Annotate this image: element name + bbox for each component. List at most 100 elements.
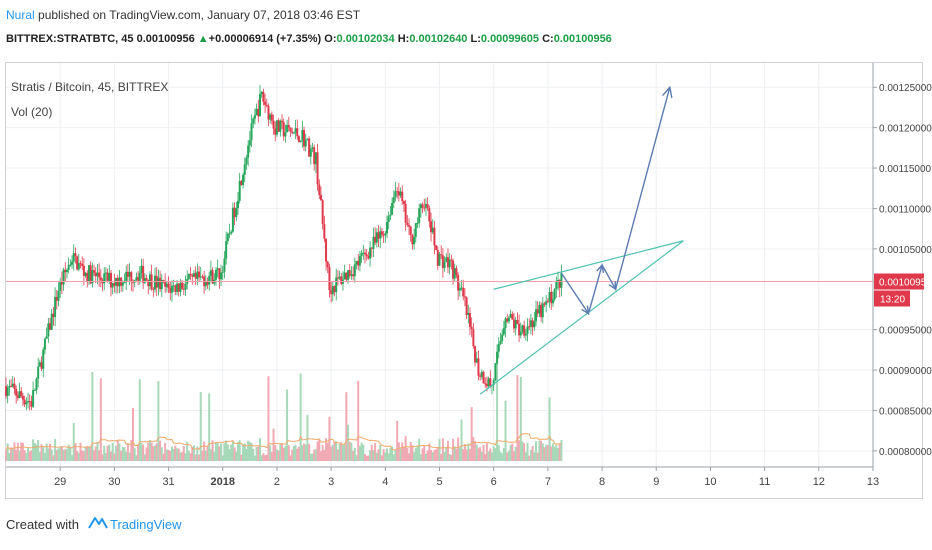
candle-body: [45, 336, 48, 339]
volume-bar: [238, 440, 241, 461]
volume-bar: [125, 451, 128, 461]
volume-bar: [323, 449, 326, 461]
candle-body: [264, 101, 267, 105]
candle-body: [137, 277, 140, 281]
author-link[interactable]: Nural: [6, 8, 35, 22]
volume-bar: [519, 377, 522, 461]
price-chart[interactable]: 0.00125000 0.00120000 0.00115000 0.00110000…: [0, 0, 932, 500]
candle-body: [529, 320, 532, 327]
candle-body: [494, 363, 497, 381]
candle-body: [65, 269, 68, 273]
candle-body: [235, 208, 238, 218]
candle-body: [430, 221, 433, 233]
candle-body: [296, 128, 299, 137]
candle-body: [172, 285, 175, 287]
candle-body: [502, 328, 505, 335]
drawings: [479, 85, 684, 395]
candle-body: [418, 208, 421, 223]
volume-bar: [448, 454, 451, 461]
volume-ma-path: [5, 433, 562, 451]
candle-body: [384, 233, 387, 236]
price-tick-label: 0.00120000: [879, 124, 932, 135]
price-tick-label: 0.00090000: [879, 366, 932, 377]
volume-bar: [247, 440, 250, 461]
candle-body: [309, 148, 312, 157]
volume-bar: [33, 442, 36, 461]
volume-bar: [74, 443, 77, 461]
volume-bar: [504, 400, 507, 461]
chart-header: Nural published on TradingView.com, Janu…: [0, 0, 932, 60]
candle-body: [189, 273, 192, 276]
legend-volume[interactable]: Vol (20): [11, 105, 53, 119]
candle-body: [555, 281, 558, 289]
candle-body: [397, 191, 400, 196]
tradingview-brand[interactable]: TradingView: [110, 517, 182, 532]
candle-body: [162, 280, 165, 282]
arrowhead-icon: [608, 281, 617, 291]
high-value: 0.00102640: [409, 33, 468, 45]
volume-bar: [15, 449, 18, 461]
candle-body: [211, 270, 214, 284]
time-tick-label: 8: [599, 476, 605, 488]
volume-bar: [187, 450, 190, 461]
price-tick-label: 0.00125000: [879, 83, 932, 94]
candle-body: [277, 120, 280, 132]
volume-bar: [130, 440, 133, 461]
candle-body: [84, 272, 87, 276]
volume-bar: [257, 446, 260, 461]
candle-body: [196, 271, 199, 279]
volume-bar: [438, 439, 441, 461]
candle-body: [369, 247, 372, 259]
volume-bar: [347, 424, 350, 461]
candle-body: [201, 276, 204, 278]
time-tick-label: 29: [54, 476, 66, 488]
volume-bar: [472, 437, 475, 461]
time-tick-label: 7: [545, 476, 551, 488]
candle-body: [377, 232, 380, 239]
candle-body: [350, 274, 353, 276]
volume-bar: [145, 447, 148, 461]
candle-body: [521, 325, 524, 332]
volume-bar: [487, 451, 490, 461]
candle-body: [62, 269, 65, 285]
candle-body: [468, 313, 471, 327]
legend-symbol[interactable]: Stratis / Bitcoin, 45, BITTREX: [11, 80, 169, 94]
symbol-interval: BITTREX:STRATBTC, 45: [6, 33, 134, 45]
volume-bar: [262, 453, 265, 461]
volume-bar: [311, 453, 314, 461]
volume-bar: [369, 450, 372, 461]
volume-bar: [208, 393, 211, 461]
candle-body: [294, 128, 297, 133]
candle-body: [279, 120, 282, 132]
candle-body: [223, 258, 226, 272]
volume-bar: [6, 443, 9, 461]
candle-body: [338, 276, 341, 279]
candle-body: [448, 259, 451, 268]
candle-body: [477, 358, 480, 376]
candle-body: [199, 276, 202, 278]
volume-bar: [479, 447, 482, 461]
candle-body: [497, 343, 500, 352]
volume-bar: [411, 445, 414, 461]
volume-bar: [319, 451, 322, 461]
volume-bar: [408, 453, 411, 461]
candle-body: [93, 270, 96, 273]
volume-bar: [160, 447, 163, 461]
volume-bar: [174, 445, 177, 461]
volume-bar: [414, 448, 417, 461]
candle-body: [523, 325, 526, 336]
volume-bar: [452, 438, 455, 461]
volume-bar: [40, 444, 43, 461]
candle-body: [504, 318, 507, 329]
candle-body: [489, 378, 492, 387]
volume-bar: [458, 447, 461, 461]
candle-body: [326, 261, 329, 268]
volume-bar: [423, 445, 426, 461]
volume-bar: [184, 453, 187, 461]
volume-bar: [214, 442, 217, 461]
close-value: 0.00100956: [553, 33, 612, 45]
volume-bar: [453, 446, 456, 461]
volume-bar: [155, 443, 158, 461]
candle-body: [238, 180, 241, 201]
volume-bar: [384, 452, 387, 461]
